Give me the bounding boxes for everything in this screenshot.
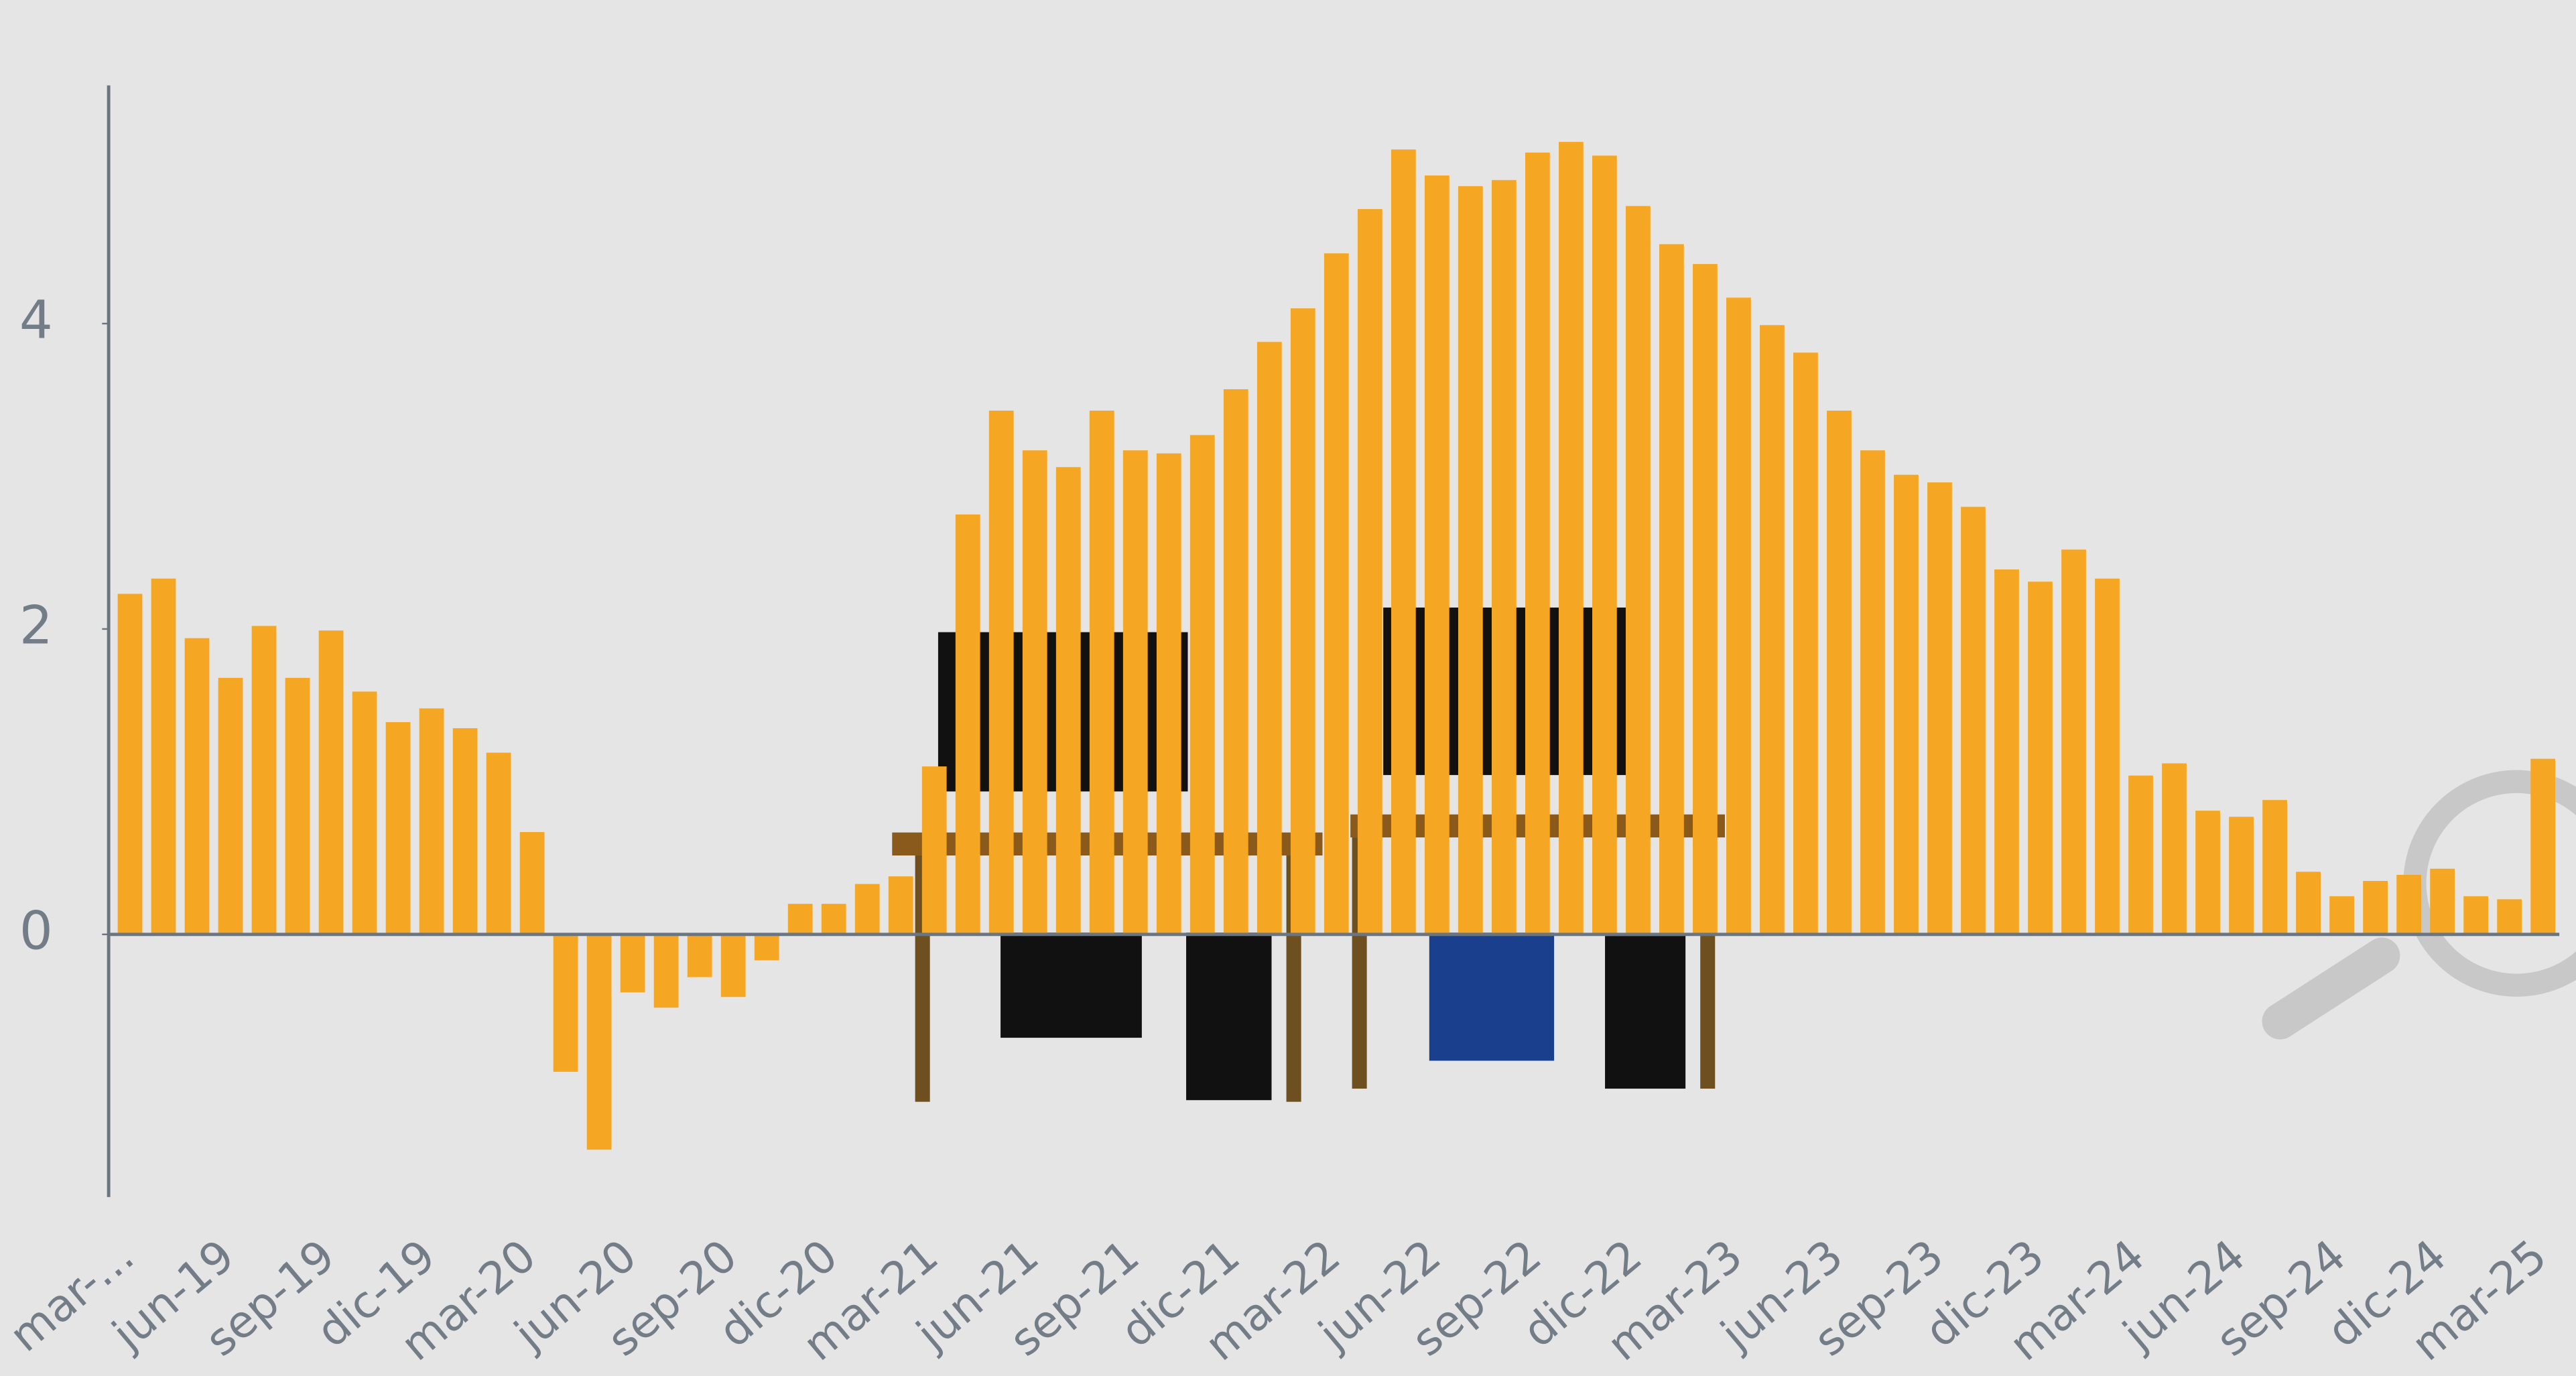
bar [1391, 149, 1416, 935]
bar [1592, 155, 1617, 935]
bar [1693, 264, 1718, 935]
bar [2296, 872, 2321, 935]
bar [1525, 152, 1550, 935]
bar [1491, 180, 1517, 935]
bar [1659, 244, 1684, 935]
bar [2430, 868, 2455, 935]
bar [1022, 450, 1047, 935]
bar [1324, 253, 1349, 935]
bar [1558, 141, 1584, 935]
y-tick-label: 2 [19, 595, 53, 656]
bar [2229, 817, 2254, 935]
bar [486, 752, 511, 935]
bar [955, 514, 980, 935]
bar [352, 691, 377, 935]
bar [184, 638, 210, 935]
bar [888, 876, 913, 935]
bar [1055, 467, 1081, 935]
bar [2329, 896, 2354, 935]
bar [1223, 389, 1248, 935]
bar [1257, 342, 1282, 935]
bar [2463, 896, 2488, 935]
bar [151, 578, 176, 935]
bar [1089, 410, 1114, 935]
bar [821, 904, 846, 935]
bar [452, 728, 478, 935]
bar [1156, 453, 1181, 935]
y-tick-label: 4 [19, 290, 53, 351]
bar [2497, 899, 2522, 935]
bar [2095, 578, 2120, 935]
y-tick-label: 0 [19, 900, 53, 961]
bar [1458, 186, 1483, 935]
bar [285, 677, 310, 935]
bar [754, 934, 779, 961]
bar [218, 677, 243, 935]
bar [1927, 482, 1952, 935]
bar [419, 708, 444, 935]
bar [854, 884, 880, 935]
bar [1760, 325, 1785, 935]
bar [586, 934, 612, 1150]
bar [2128, 775, 2153, 935]
bar [2162, 763, 2187, 935]
bar [251, 626, 277, 935]
bar [921, 766, 947, 935]
bar [2061, 549, 2086, 935]
bar [2195, 811, 2220, 935]
bar [318, 630, 344, 935]
bar [653, 934, 679, 1008]
person [1429, 933, 1555, 1061]
bar [2363, 881, 2388, 935]
bar [519, 832, 545, 935]
person [1001, 933, 1142, 1038]
computer [1186, 933, 1272, 1101]
bar [1626, 206, 1651, 935]
bar [553, 934, 578, 1072]
bar [620, 934, 645, 993]
bar [117, 594, 143, 935]
bar [1961, 506, 1986, 935]
bar [1793, 352, 1818, 935]
bar [2530, 758, 2556, 935]
bar [1726, 297, 1751, 935]
bar [720, 934, 746, 997]
bar [2396, 874, 2421, 935]
magnifier-handle [2262, 937, 2400, 1040]
bar [2262, 800, 2287, 935]
bar [1290, 308, 1315, 935]
bar [1189, 435, 1215, 935]
bar [1894, 474, 1919, 935]
bar [1424, 175, 1450, 935]
bar [1994, 569, 2019, 935]
bar [1122, 450, 1148, 935]
bar [687, 934, 712, 977]
computer [1605, 936, 1686, 1089]
bar [385, 721, 411, 935]
bar [2028, 581, 2053, 935]
bar [1860, 450, 1885, 935]
bar [1357, 209, 1382, 935]
bar [787, 904, 813, 935]
bar [988, 410, 1014, 935]
bar [1827, 410, 1852, 935]
